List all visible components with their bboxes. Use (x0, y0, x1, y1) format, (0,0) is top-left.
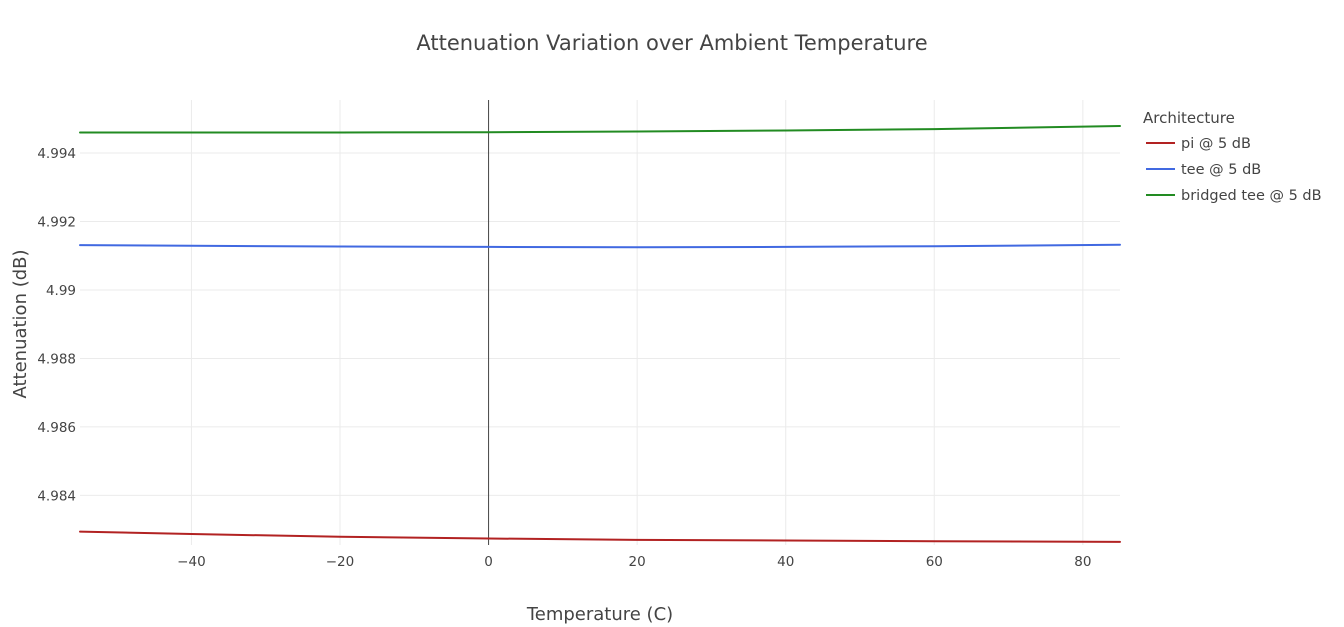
legend: Architecture pi @ 5 dB tee @ 5 dB bridged … (1143, 109, 1322, 204)
y-tick-label: 4.988 (37, 351, 76, 367)
legend-item-label: pi @ 5 dB (1181, 136, 1251, 152)
y-tick-label: 4.984 (37, 488, 76, 504)
y-axis-title: Attenuation (dB) (10, 249, 31, 398)
grid-layer (80, 100, 1120, 545)
x-axis-title: Temperature (C) (526, 604, 673, 625)
legend-item-label: bridged tee @ 5 dB (1181, 188, 1322, 204)
tick-layer: −40 −20 0 20 40 60 80 4.984 4.986 4.988 4.99 4.992 4… (37, 146, 1091, 570)
y-tick-label: 4.99 (46, 283, 76, 299)
y-tick-label: 4.986 (37, 420, 76, 436)
legend-item-label: tee @ 5 dB (1181, 162, 1261, 178)
x-tick-label: 0 (484, 554, 493, 570)
x-tick-label: 20 (629, 554, 646, 570)
x-tick-label: −40 (177, 554, 206, 570)
series-line (79, 530, 1121, 543)
legend-title: Architecture (1143, 109, 1235, 127)
y-tick-label: 4.994 (37, 146, 76, 162)
y-tick-label: 4.992 (37, 215, 76, 231)
series-line (79, 125, 1121, 134)
chart-title: Attenuation Variation over Ambient Tempe… (416, 31, 927, 55)
x-tick-label: 60 (926, 554, 943, 570)
x-tick-label: 40 (777, 554, 794, 570)
x-tick-label: −20 (326, 554, 355, 570)
series-line (79, 243, 1121, 249)
series-layer (79, 125, 1121, 543)
x-tick-label: 80 (1074, 554, 1091, 570)
